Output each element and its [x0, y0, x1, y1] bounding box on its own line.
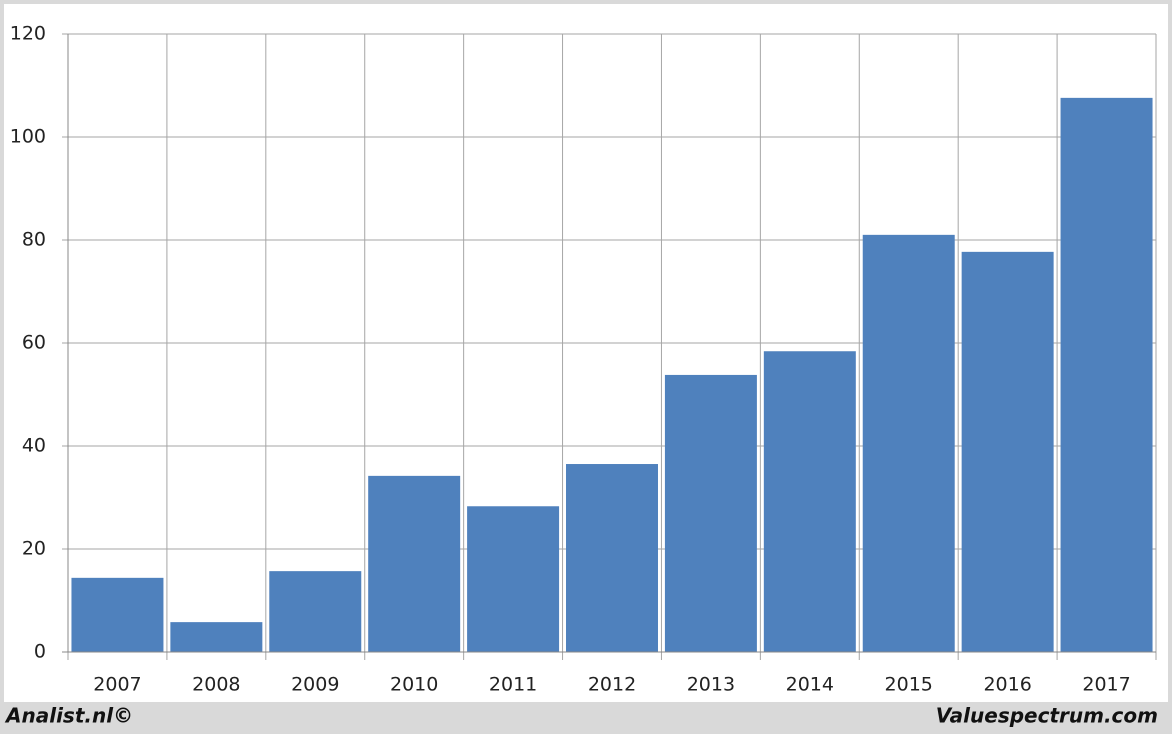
x-tick-label: 2007 — [93, 674, 141, 696]
x-tick-label: 2013 — [687, 674, 735, 696]
y-tick-label: 120 — [10, 23, 46, 45]
x-tick-label: 2008 — [192, 674, 240, 696]
x-tick-label: 2016 — [983, 674, 1031, 696]
bar — [862, 234, 955, 652]
x-tick-label: 2009 — [291, 674, 339, 696]
bar — [1060, 97, 1153, 653]
y-tick-label: 20 — [22, 538, 46, 560]
bar — [763, 351, 856, 652]
y-tick-label: 40 — [22, 435, 46, 457]
bar — [170, 622, 263, 652]
bar — [467, 506, 560, 652]
y-tick-label: 0 — [34, 641, 46, 663]
x-tick-label: 2011 — [489, 674, 537, 696]
x-tick-label: 2017 — [1082, 674, 1130, 696]
bar — [269, 571, 362, 652]
bar — [368, 475, 461, 652]
x-tick-label: 2012 — [588, 674, 636, 696]
credit-right: Valuespectrum.com — [936, 704, 1158, 728]
bar — [566, 464, 658, 652]
bar — [71, 577, 164, 652]
y-tick-label: 60 — [22, 332, 46, 354]
bar — [961, 251, 1054, 652]
x-tick-label: 2014 — [786, 674, 834, 696]
bar — [664, 374, 757, 652]
x-tick-label: 2015 — [885, 674, 933, 696]
x-tick-label: 2010 — [390, 674, 438, 696]
credit-left: Analist.nl© — [4, 704, 133, 728]
y-tick-label: 100 — [10, 126, 46, 148]
y-tick-label: 80 — [22, 229, 46, 251]
